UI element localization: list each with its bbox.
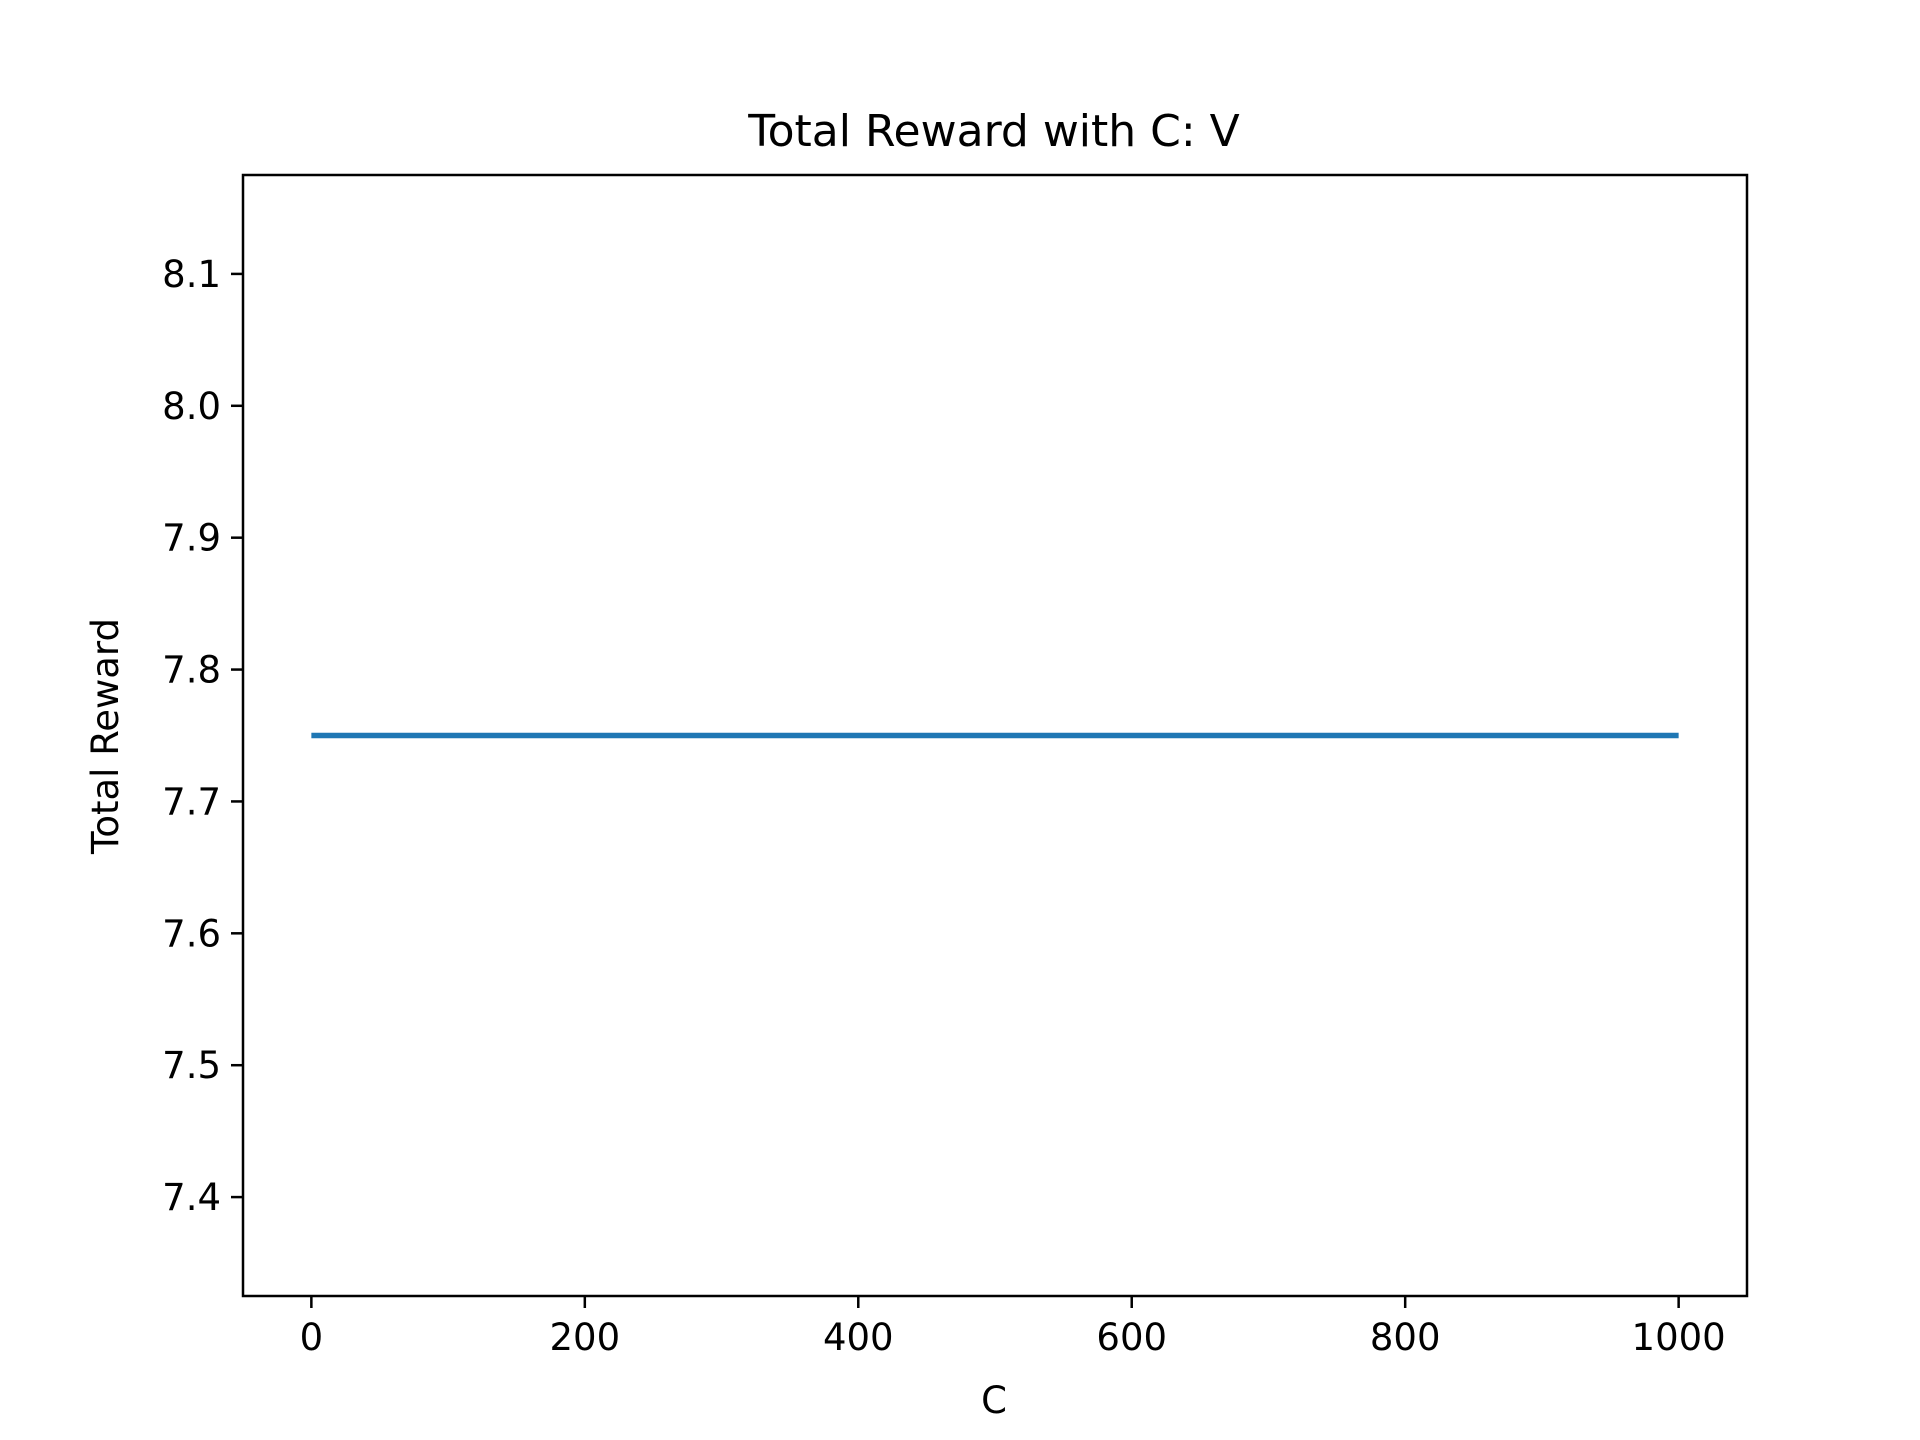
chart-title: Total Reward with C: V	[747, 106, 1240, 157]
y-tick-label: 7.9	[162, 517, 221, 560]
axes-frame	[241, 173, 1749, 1298]
y-tick-label: 8.1	[162, 253, 221, 296]
x-tick-label: 600	[1096, 1316, 1167, 1359]
y-tick-label: 7.8	[162, 649, 221, 692]
x-tick-label: 200	[550, 1316, 621, 1359]
y-axis-label: Total Reward	[84, 618, 127, 855]
x-tick-label: 400	[823, 1316, 894, 1359]
x-tick-label: 1000	[1632, 1316, 1726, 1359]
y-tick-label: 7.7	[162, 780, 221, 823]
y-tick-label: 7.5	[162, 1044, 221, 1087]
y-tick-label: 7.6	[162, 912, 221, 955]
x-tick-label: 0	[300, 1316, 324, 1359]
x-axis-label: C	[981, 1379, 1007, 1422]
x-tick-label: 800	[1370, 1316, 1441, 1359]
y-tick-label: 7.4	[162, 1176, 221, 1219]
plot-area: 0 200 400 600 800 1000 7.4 7.5 7.6 7.7 7.8 7.9 8.0 8.…	[162, 173, 1749, 1359]
y-tick-label: 8.0	[162, 385, 221, 428]
